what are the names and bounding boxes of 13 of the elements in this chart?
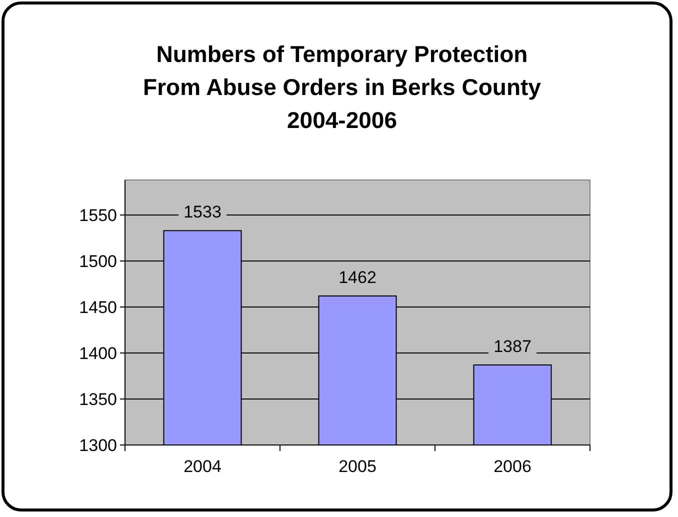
y-tick-label: 1550 [79, 206, 117, 225]
data-label: 1462 [338, 268, 376, 287]
data-label: 1533 [184, 202, 222, 222]
chart-title: Numbers of Temporary Protection From Abuse Orders in Berks County 2004-2006 [143, 41, 542, 133]
x-tick-label: 2004 [184, 457, 222, 476]
y-tick-label: 1500 [79, 252, 117, 271]
y-tick-label: 1400 [79, 344, 117, 363]
y-tick-label: 1300 [79, 436, 117, 455]
data-label: 1387 [494, 336, 532, 356]
x-tick-label: 2005 [338, 457, 376, 476]
x-tick-label: 2006 [494, 457, 532, 476]
y-tick-label: 1450 [79, 298, 117, 317]
y-tick-label: 1350 [79, 390, 117, 409]
